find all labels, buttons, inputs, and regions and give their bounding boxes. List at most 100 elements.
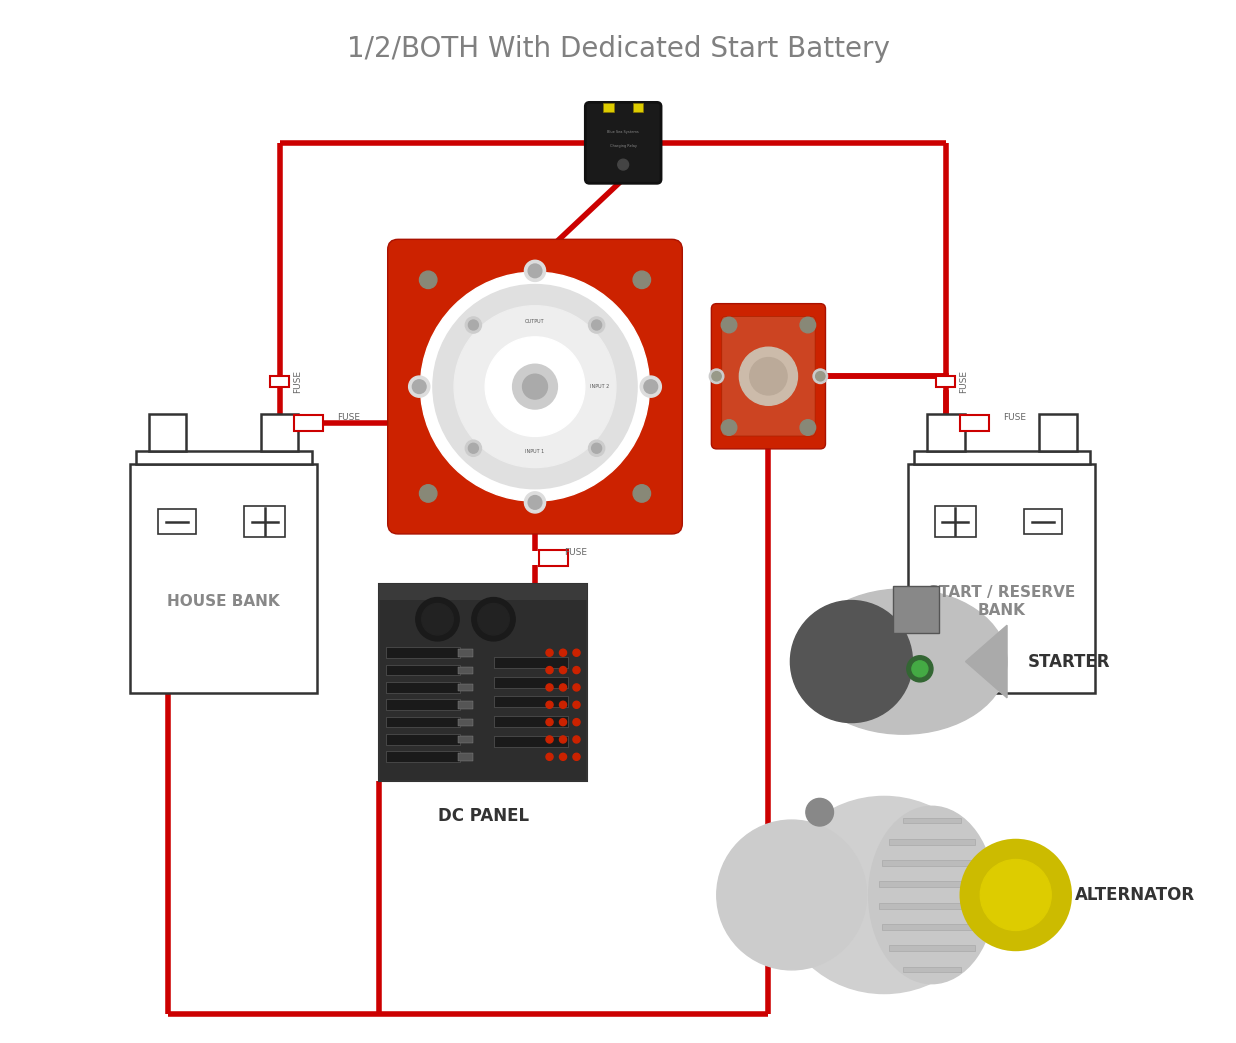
Polygon shape [1016, 853, 1044, 895]
Circle shape [546, 701, 552, 708]
Bar [245, 506, 286, 537]
Circle shape [912, 661, 928, 677]
Text: ALTERNATOR: ALTERNATOR [1074, 886, 1195, 904]
Circle shape [413, 380, 426, 393]
Text: INPUT 1: INPUT 1 [525, 448, 545, 454]
Circle shape [717, 820, 866, 970]
Bar [1025, 509, 1062, 534]
Bar [459, 666, 472, 674]
Circle shape [415, 598, 459, 640]
Circle shape [709, 369, 724, 384]
Circle shape [560, 649, 566, 656]
Circle shape [478, 604, 509, 635]
Circle shape [574, 719, 580, 726]
Circle shape [454, 306, 616, 467]
Bar [459, 684, 472, 692]
Circle shape [574, 736, 580, 743]
FancyBboxPatch shape [712, 304, 826, 448]
Text: STARTER: STARTER [1028, 653, 1110, 671]
Circle shape [574, 649, 580, 656]
Circle shape [419, 271, 436, 289]
Bar [879, 881, 985, 888]
Bar [459, 736, 472, 744]
Polygon shape [988, 853, 1016, 895]
Bar [902, 818, 960, 823]
Ellipse shape [800, 589, 1007, 734]
Circle shape [472, 598, 515, 640]
Bar [459, 701, 472, 708]
Text: DC PANEL: DC PANEL [438, 807, 529, 825]
Circle shape [722, 419, 737, 435]
Text: FUSE: FUSE [959, 370, 968, 393]
Circle shape [630, 268, 654, 292]
Bar [934, 506, 975, 537]
Text: 1/2/BOTH With Dedicated Start Battery: 1/2/BOTH With Dedicated Start Battery [346, 35, 890, 64]
Text: Blue Sea Systems: Blue Sea Systems [607, 130, 639, 134]
Circle shape [513, 364, 557, 409]
Circle shape [640, 377, 661, 397]
Bar [927, 414, 964, 451]
Bar [379, 584, 587, 600]
Circle shape [560, 736, 566, 743]
Circle shape [633, 485, 650, 502]
FancyBboxPatch shape [722, 316, 815, 436]
Circle shape [546, 666, 552, 674]
Circle shape [588, 440, 604, 457]
Bar [889, 839, 974, 845]
Circle shape [524, 261, 545, 282]
Circle shape [960, 840, 1070, 950]
Circle shape [574, 684, 580, 690]
Bar [386, 751, 460, 762]
Text: FUSE: FUSE [1002, 413, 1026, 422]
Text: INPUT 2: INPUT 2 [590, 384, 609, 389]
Circle shape [421, 604, 454, 635]
Polygon shape [973, 888, 1016, 903]
Circle shape [588, 317, 604, 333]
Circle shape [739, 347, 797, 406]
Circle shape [465, 317, 482, 333]
Ellipse shape [779, 797, 989, 994]
Circle shape [560, 666, 566, 674]
Circle shape [574, 753, 580, 760]
Bar [493, 697, 569, 707]
Bar [386, 648, 460, 658]
Text: FUSE: FUSE [564, 549, 587, 557]
Bar [493, 736, 569, 747]
Text: OUTPUT: OUTPUT [525, 319, 545, 324]
Circle shape [800, 317, 816, 333]
Bar [908, 464, 1095, 693]
Circle shape [813, 369, 828, 384]
Bar [386, 664, 460, 676]
Circle shape [546, 753, 552, 760]
Text: FUSE: FUSE [337, 413, 360, 422]
Circle shape [486, 337, 585, 436]
Circle shape [528, 495, 541, 509]
Polygon shape [965, 625, 1007, 698]
Circle shape [546, 736, 552, 743]
Bar [493, 657, 569, 668]
Circle shape [546, 649, 552, 656]
Text: FUSE: FUSE [293, 370, 303, 393]
FancyBboxPatch shape [388, 239, 682, 534]
Text: START / RESERVE
BANK: START / RESERVE BANK [928, 585, 1075, 617]
Bar [386, 734, 460, 745]
Circle shape [560, 753, 566, 760]
Bar [386, 699, 460, 710]
Bar [915, 451, 1090, 464]
Circle shape [800, 419, 816, 435]
Ellipse shape [869, 806, 995, 984]
Text: HOUSE BANK: HOUSE BANK [167, 593, 281, 609]
Bar [881, 860, 981, 866]
Bar [136, 451, 311, 464]
Bar [158, 509, 195, 534]
Bar [459, 753, 472, 760]
Bar [271, 375, 289, 387]
Circle shape [980, 859, 1052, 930]
Bar [879, 902, 985, 908]
Bar [459, 649, 472, 657]
Circle shape [722, 317, 737, 333]
Bar [892, 586, 938, 632]
Circle shape [574, 666, 580, 674]
Circle shape [465, 440, 482, 457]
Circle shape [618, 160, 629, 170]
